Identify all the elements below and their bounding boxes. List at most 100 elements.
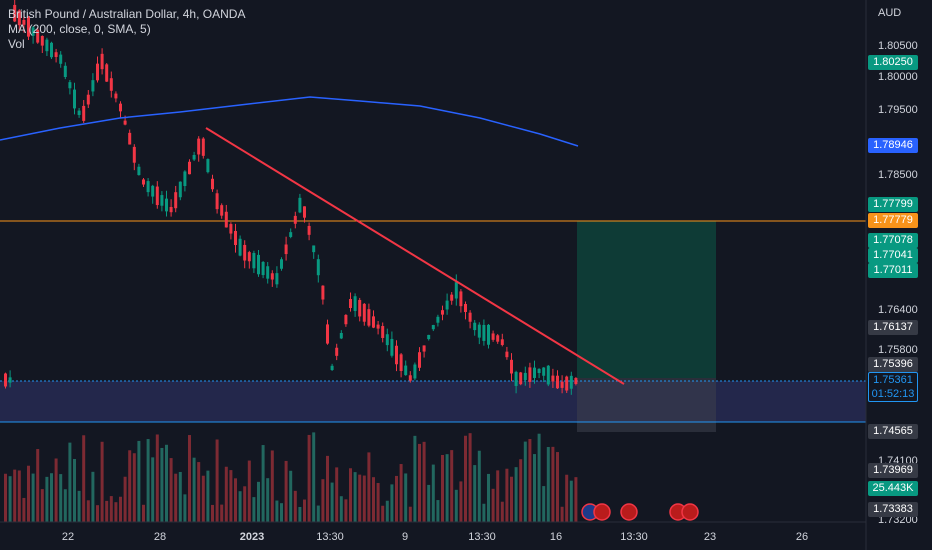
volume-bar [27, 465, 30, 522]
candle-body [31, 27, 35, 36]
volume-bar [519, 459, 523, 522]
volume-bar [114, 502, 118, 522]
candle-body [404, 365, 408, 376]
volume-bar [17, 470, 21, 522]
volume-bar [50, 473, 53, 522]
candle-body [505, 351, 509, 358]
volume-bar [59, 474, 63, 522]
candle-body [119, 103, 122, 112]
orange-price-tag: 1.77779 [868, 213, 918, 228]
symbol-title: British Pound / Australian Dollar, 4h, O… [8, 7, 246, 21]
volume-bar [339, 496, 343, 522]
last-price: 1.75361 [873, 374, 913, 386]
volume-bar [137, 440, 141, 522]
ma-price-tag: 1.78946 [868, 138, 918, 153]
price-axis-label: 1.78500 [878, 169, 918, 181]
candle-body [468, 312, 472, 322]
candle-body [96, 63, 99, 81]
candle-body [491, 333, 495, 340]
uk-flag-icon[interactable] [593, 503, 611, 521]
time-axis-label: 28 [153, 531, 167, 543]
candle-body [298, 197, 302, 213]
candle-body [280, 259, 283, 269]
time-axis-label: 13:30 [468, 531, 496, 543]
candle-body [510, 359, 513, 374]
volume-bar [569, 480, 573, 522]
volume-bar [165, 444, 168, 522]
candle-body [188, 161, 191, 175]
volume-bar [385, 500, 389, 522]
price-tag: 1.80250 [868, 55, 918, 70]
candle-body [321, 285, 325, 300]
candle-body [165, 198, 168, 212]
candle-body [372, 316, 375, 328]
candle-body [128, 132, 132, 145]
candle-body [431, 325, 435, 330]
candle-body [454, 282, 458, 299]
price-axis-label: 1.76400 [878, 304, 918, 316]
candle-body [270, 273, 274, 280]
volume-bar [436, 500, 440, 522]
volume-bar [335, 467, 339, 522]
volume-bar [381, 505, 385, 522]
candle-body [123, 120, 127, 125]
candle-body [477, 324, 481, 338]
volume-bar [367, 452, 371, 522]
candle-body [418, 352, 421, 368]
candle-body [473, 322, 477, 331]
volume-bar [537, 433, 541, 522]
candle-body [252, 252, 256, 269]
candle-body [91, 80, 95, 92]
volume-bar [201, 475, 205, 522]
candle-body [551, 375, 555, 382]
uk-flag-icon[interactable] [620, 503, 638, 521]
volume-bar [431, 464, 435, 522]
candle-body [4, 373, 7, 387]
price-tag: 1.77011 [868, 263, 918, 278]
uk-flag-icon[interactable] [681, 503, 699, 521]
candle-body [211, 178, 214, 190]
volume-bar [500, 501, 504, 522]
volume-bar [321, 479, 325, 522]
volume-bar [234, 478, 237, 522]
volume-bar [289, 470, 293, 522]
volume-bar [312, 432, 316, 522]
volume-bar [132, 453, 136, 522]
candle-body [224, 211, 228, 228]
candle-body [45, 39, 49, 52]
volume-bar [284, 460, 288, 522]
candle-body [183, 171, 187, 187]
time-axis-label: 16 [549, 531, 563, 543]
candle-body [399, 354, 403, 371]
volume-bar [100, 441, 104, 522]
candle-body [385, 334, 389, 346]
time-axis-label: 2023 [239, 531, 265, 543]
candle-body [8, 377, 12, 383]
candle-body [487, 324, 490, 345]
candle-body [68, 82, 72, 89]
volume-bar [86, 500, 90, 522]
volume-bar [123, 476, 127, 522]
price-tag: 1.77041 [868, 248, 918, 263]
volume-bar [22, 497, 26, 522]
candle-body [574, 378, 578, 384]
candle-body [445, 300, 449, 310]
volume-bars [4, 432, 578, 522]
volume-bar [183, 494, 187, 522]
price-axis-label: 1.75800 [878, 344, 918, 356]
price-tag: 1.73969 [868, 463, 918, 478]
candle-body [362, 303, 366, 322]
volume-bar [326, 455, 329, 522]
volume-bar [261, 445, 265, 522]
candle-body [436, 316, 440, 323]
price-axis-label: 1.79500 [878, 104, 918, 116]
candle-body [137, 166, 141, 176]
volume-bar [353, 472, 357, 522]
candle-body [358, 299, 362, 317]
volume-bar [533, 454, 536, 522]
volume-bar [54, 458, 58, 522]
price-axis-label: 1.80500 [878, 40, 918, 52]
candle-body [344, 314, 348, 325]
candle-body [523, 372, 527, 381]
